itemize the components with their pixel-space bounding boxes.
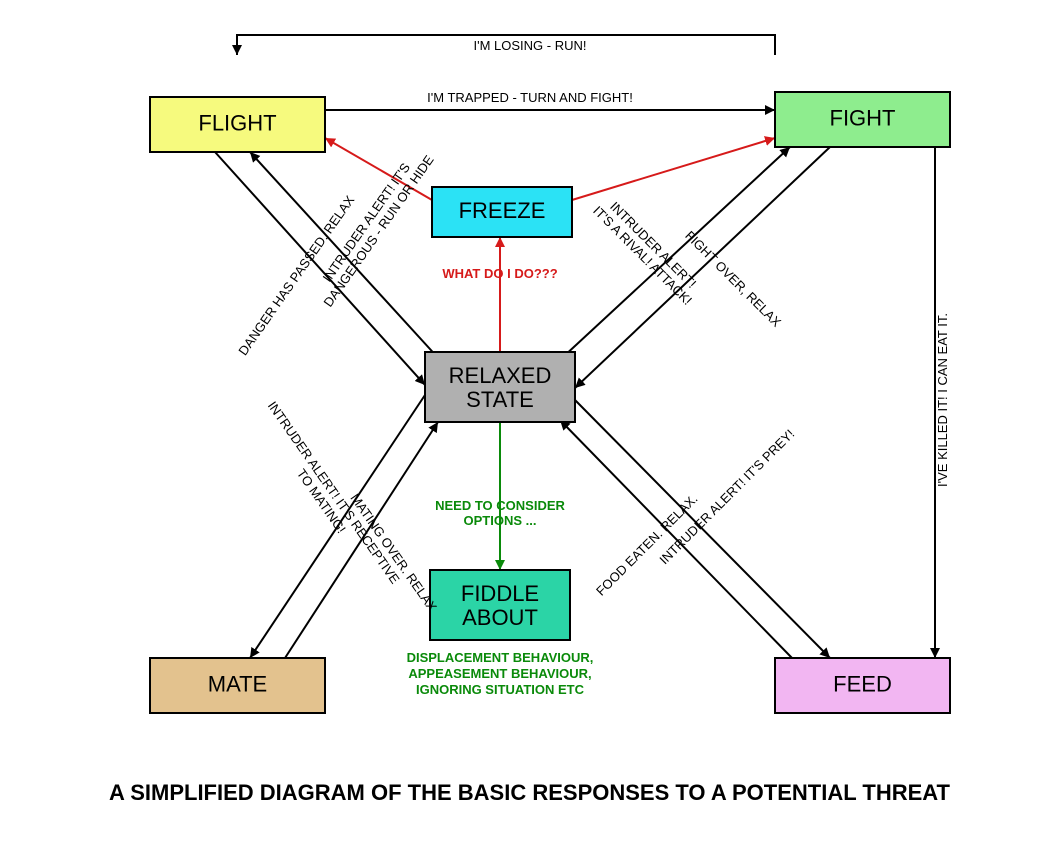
node-label-mate: MATE: [208, 671, 267, 696]
edge-relaxed-to-fight: [562, 147, 790, 358]
edge-label-relaxed-to-mate: INTRUDER ALERT! IT'S RECEPTIVETO MATING!: [252, 398, 402, 595]
node-label-freeze: FREEZE: [459, 198, 546, 223]
diagram-title: A SIMPLIFIED DIAGRAM OF THE BASIC RESPON…: [109, 780, 950, 805]
edge-freeze-to-fight: [572, 138, 775, 200]
edge-fight-to-relaxed: [575, 147, 830, 388]
edge-label-relaxed-to-fight: INTRUDER ALERT!IT'S A RIVAL! ATTACK!: [590, 192, 705, 307]
node-label-fight: FIGHT: [830, 105, 896, 130]
node-label-fiddle: FIDDLEABOUT: [461, 581, 539, 630]
edge-label-mate-to-relaxed: MATING OVER. RELAX: [347, 491, 440, 614]
edge-label-relaxed-to-fiddle: NEED TO CONSIDEROPTIONS ...: [435, 498, 565, 528]
edge-label-relaxed-to-feed: INTRUDER ALERT! IT'S PREY!: [656, 426, 797, 567]
edge-label-fight-to-feed: I'VE KILLED IT! I CAN EAT IT.: [935, 313, 950, 487]
node-label-feed: FEED: [833, 671, 892, 696]
fiddle-caption: DISPLACEMENT BEHAVIOUR,APPEASEMENT BEHAV…: [407, 650, 594, 697]
edge-label-relaxed-to-freeze: WHAT DO I DO???: [442, 266, 557, 281]
node-label-flight: FLIGHT: [198, 110, 276, 135]
edge-label-fight-to-flight-top: I'M LOSING - RUN!: [474, 38, 587, 53]
edge-label-flight-to-fight-mid: I'M TRAPPED - TURN AND FIGHT!: [427, 90, 633, 105]
